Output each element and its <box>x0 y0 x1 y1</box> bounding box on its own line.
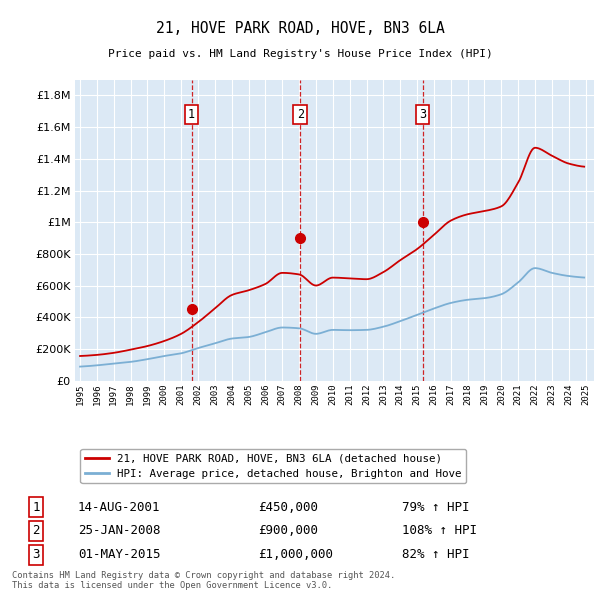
Text: 82% ↑ HPI: 82% ↑ HPI <box>402 548 470 561</box>
Text: This data is licensed under the Open Government Licence v3.0.: This data is licensed under the Open Gov… <box>12 581 332 590</box>
Text: 2016: 2016 <box>430 384 439 405</box>
Text: 2014: 2014 <box>396 384 405 405</box>
Text: 1: 1 <box>188 108 195 121</box>
Text: 2023: 2023 <box>547 384 556 405</box>
Text: 3: 3 <box>419 108 426 121</box>
Text: 2010: 2010 <box>328 384 337 405</box>
Text: Price paid vs. HM Land Registry's House Price Index (HPI): Price paid vs. HM Land Registry's House … <box>107 49 493 59</box>
Text: 2024: 2024 <box>564 384 573 405</box>
Text: 2008: 2008 <box>295 384 304 405</box>
Text: 2013: 2013 <box>379 384 388 405</box>
Text: 1997: 1997 <box>109 384 118 405</box>
Text: 2001: 2001 <box>176 384 185 405</box>
Text: 1998: 1998 <box>126 384 135 405</box>
Text: 2002: 2002 <box>194 384 203 405</box>
Text: 2006: 2006 <box>261 384 270 405</box>
Text: 2011: 2011 <box>345 384 354 405</box>
Text: 2015: 2015 <box>413 384 422 405</box>
Text: £1,000,000: £1,000,000 <box>258 548 333 561</box>
Text: 2009: 2009 <box>311 384 320 405</box>
Text: 79% ↑ HPI: 79% ↑ HPI <box>402 501 470 514</box>
Text: 2025: 2025 <box>581 384 590 405</box>
Text: 2019: 2019 <box>480 384 489 405</box>
Text: Contains HM Land Registry data © Crown copyright and database right 2024.: Contains HM Land Registry data © Crown c… <box>12 571 395 580</box>
Text: 25-JAN-2008: 25-JAN-2008 <box>78 525 161 537</box>
Text: 2000: 2000 <box>160 384 169 405</box>
Text: 2020: 2020 <box>497 384 506 405</box>
Legend: 21, HOVE PARK ROAD, HOVE, BN3 6LA (detached house), HPI: Average price, detached: 21, HOVE PARK ROAD, HOVE, BN3 6LA (detac… <box>80 449 466 483</box>
Text: 2018: 2018 <box>463 384 472 405</box>
Text: 1996: 1996 <box>92 384 101 405</box>
Text: 3: 3 <box>32 548 40 561</box>
Text: 2022: 2022 <box>530 384 539 405</box>
Text: 2: 2 <box>32 525 40 537</box>
Text: 108% ↑ HPI: 108% ↑ HPI <box>402 525 477 537</box>
Text: £450,000: £450,000 <box>258 501 318 514</box>
Text: 2021: 2021 <box>514 384 523 405</box>
Text: 14-AUG-2001: 14-AUG-2001 <box>78 501 161 514</box>
Text: 1: 1 <box>32 501 40 514</box>
Text: £900,000: £900,000 <box>258 525 318 537</box>
Text: 2017: 2017 <box>446 384 455 405</box>
Text: 1995: 1995 <box>76 384 85 405</box>
Text: 01-MAY-2015: 01-MAY-2015 <box>78 548 161 561</box>
Text: 2003: 2003 <box>211 384 220 405</box>
Text: 2005: 2005 <box>244 384 253 405</box>
Text: 1999: 1999 <box>143 384 152 405</box>
Text: 2: 2 <box>297 108 304 121</box>
Text: 2012: 2012 <box>362 384 371 405</box>
Text: 2007: 2007 <box>278 384 287 405</box>
Text: 2004: 2004 <box>227 384 236 405</box>
Text: 21, HOVE PARK ROAD, HOVE, BN3 6LA: 21, HOVE PARK ROAD, HOVE, BN3 6LA <box>155 21 445 35</box>
